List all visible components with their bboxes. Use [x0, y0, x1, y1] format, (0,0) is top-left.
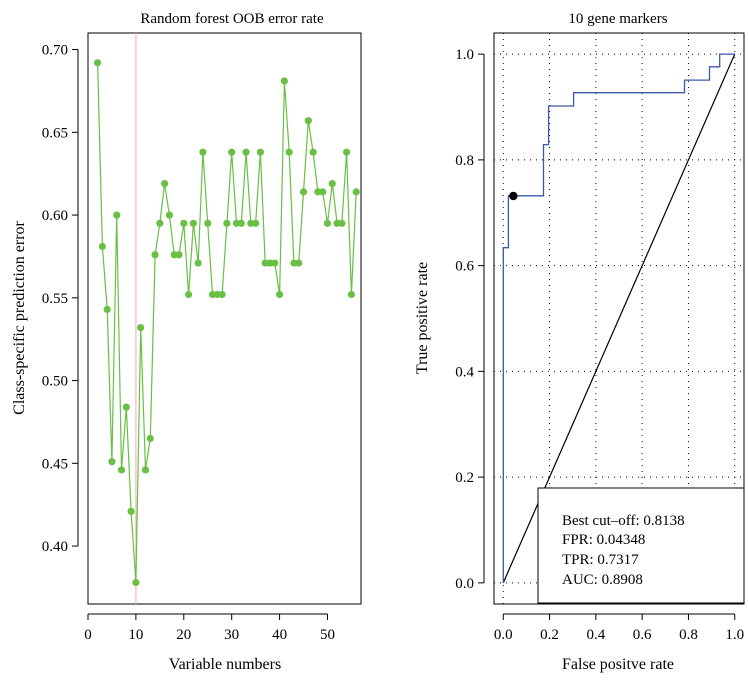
oob-error-point	[285, 148, 293, 156]
right-plot-frame	[493, 32, 745, 605]
right-x-tick-label: 0.0	[494, 627, 513, 643]
oob-error-point	[218, 290, 226, 299]
right-y-tick-label: 0.4	[455, 364, 474, 380]
oob-error-point	[113, 211, 121, 219]
right-axes: 0.0 0.2 0.4 0.6 0.8 1.0 0.0 0.2 0.4 0.6 0.8 1.0	[455, 47, 744, 643]
left-x-axis-label: Variable numbers	[169, 656, 281, 673]
oob-error-point	[137, 324, 145, 332]
oob-error-point	[271, 259, 279, 267]
oob-error-point	[338, 219, 346, 227]
oob-error-point	[204, 219, 212, 227]
left-x-tick-label: 20	[176, 627, 191, 643]
right-x-axis-label: False positve rate	[562, 656, 674, 673]
left-y-axis-label: Class-specific prediction error	[11, 220, 28, 414]
right-chart-title: 10 gene markers	[568, 11, 667, 27]
left-y-tick-label: 0.40	[42, 539, 68, 555]
left-y-tick-label: 0.55	[42, 291, 68, 307]
oob-error-point	[156, 219, 164, 227]
left-x-tick-label: 0	[84, 627, 92, 643]
left-plot-frame	[87, 32, 362, 605]
right-x-tick-label: 0.6	[633, 627, 652, 643]
legend-tpr: TPR: 0.7317	[562, 552, 639, 568]
left-y-tick-label: 0.45	[42, 456, 68, 472]
oob-error-point	[328, 180, 336, 188]
left-y-tick-label: 0.50	[42, 374, 68, 390]
oob-error-point	[352, 188, 360, 196]
roc-chart: 10 gene markers 0.0 0.2 0.4 0.6 0.8 1.0 0.0 0.2…	[414, 11, 745, 673]
oob-error-point	[280, 77, 288, 85]
left-axes: 0 10 20 30 40 50 0.40 0.45 0.50 0.55 0.60 0.65 0.70	[42, 43, 335, 643]
left-y-tick-label: 0.70	[42, 43, 68, 59]
oob-error-point	[189, 219, 197, 227]
oob-error-point	[103, 305, 111, 313]
left-y-tick-label: 0.60	[42, 208, 68, 224]
oob-error-point	[309, 148, 317, 156]
oob-error-point	[151, 251, 159, 259]
oob-error-point	[223, 219, 231, 227]
left-x-tick-label: 30	[224, 627, 239, 643]
oob-error-point	[141, 466, 150, 474]
oob-error-point	[127, 507, 135, 515]
oob-error-point	[323, 219, 332, 227]
oob-error-point	[122, 403, 130, 411]
right-x-tick-label: 1.0	[725, 627, 744, 643]
right-y-tick-label: 0.6	[455, 259, 474, 275]
oob-error-point	[347, 290, 356, 299]
oob-error-point	[93, 59, 102, 67]
legend-auc: AUC: 0.8908	[562, 572, 643, 588]
oob-error-point	[161, 180, 169, 188]
left-x-tick-label: 10	[128, 627, 143, 643]
oob-error-point	[165, 211, 174, 219]
right-y-tick-label: 0.0	[455, 576, 474, 592]
left-y-tick-label: 0.65	[42, 125, 68, 141]
oob-error-point	[146, 434, 154, 443]
right-y-tick-label: 0.2	[455, 470, 474, 486]
legend-fpr: FPR: 0.04348	[562, 532, 645, 548]
right-x-tick-label: 0.4	[586, 627, 605, 643]
oob-error-point	[275, 290, 284, 299]
oob-error-point	[175, 251, 183, 259]
oob-error-point	[343, 148, 351, 156]
oob-error-point	[117, 466, 126, 474]
right-y-tick-label: 1.0	[455, 47, 474, 63]
roc-legend-box	[537, 487, 745, 604]
oob-error-point	[98, 242, 106, 251]
oob-error-point	[252, 219, 260, 227]
oob-error-point	[237, 219, 245, 227]
right-x-tick-label: 0.2	[540, 627, 559, 643]
left-x-tick-label: 40	[272, 627, 287, 643]
right-x-tick-label: 0.8	[679, 627, 698, 643]
left-marks	[93, 33, 360, 604]
right-y-tick-label: 0.8	[455, 153, 474, 169]
oob-error-point	[304, 117, 312, 125]
oob-error-point	[295, 259, 303, 267]
oob-error-point	[228, 148, 236, 156]
oob-error-point	[199, 148, 207, 156]
oob-error-point	[194, 259, 202, 267]
best-cutoff-point	[509, 191, 518, 201]
oob-error-point	[184, 290, 193, 299]
oob-error-point	[256, 148, 265, 156]
oob-error-point	[319, 188, 327, 196]
left-x-tick-label: 50	[320, 627, 335, 643]
oob-error-point	[180, 219, 188, 227]
left-chart-title: Random forest OOB error rate	[140, 11, 324, 27]
oob-error-point	[132, 578, 140, 587]
right-y-axis-label: True positive rate	[414, 262, 431, 374]
oob-error-chart: Random forest OOB error rate 0 10 20 30 40 50…	[11, 11, 362, 673]
legend-best-cutoff: Best cut–off: 0.8138	[562, 513, 685, 529]
oob-error-point	[299, 188, 308, 196]
oob-error-point	[108, 458, 116, 466]
oob-error-point	[242, 148, 250, 156]
